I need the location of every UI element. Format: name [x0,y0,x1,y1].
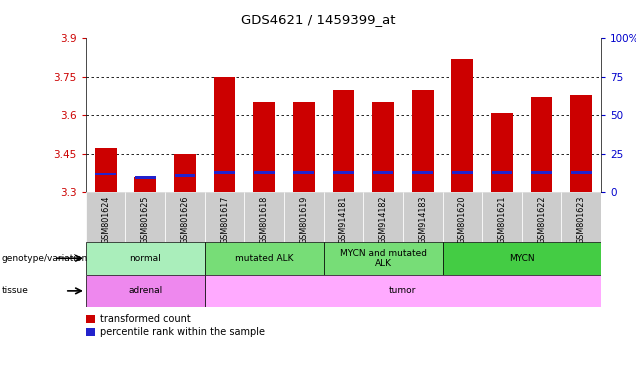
Text: percentile rank within the sample: percentile rank within the sample [100,327,265,337]
Text: transformed count: transformed count [100,314,191,324]
Bar [86,242,205,275]
Text: GSM914181: GSM914181 [339,196,348,244]
Text: MYCN and mutated
ALK: MYCN and mutated ALK [340,248,427,268]
Bar [570,95,592,192]
Bar [411,89,434,192]
Text: GSM801619: GSM801619 [300,196,308,244]
Bar [452,171,473,174]
Bar [284,192,324,242]
Text: GSM801623: GSM801623 [577,196,586,244]
Text: GSM801617: GSM801617 [220,196,229,244]
Bar [165,192,205,242]
Text: GSM801626: GSM801626 [181,196,190,244]
Bar [205,275,601,307]
Bar [205,192,244,242]
Bar [205,242,324,275]
Bar [214,171,235,174]
Bar [333,171,354,174]
Bar [95,149,116,192]
Bar [244,192,284,242]
Bar [562,192,601,242]
Bar [214,77,235,192]
Bar [491,113,513,192]
Text: adrenal: adrenal [128,286,162,295]
Text: genotype/variation: genotype/variation [1,254,88,263]
Bar [492,171,513,174]
Bar [86,192,125,242]
Text: GSM801622: GSM801622 [537,196,546,245]
Text: GDS4621 / 1459399_at: GDS4621 / 1459399_at [241,13,395,26]
Bar [86,275,205,307]
Bar [403,192,443,242]
Bar [452,59,473,192]
Text: GSM801625: GSM801625 [141,196,150,245]
Text: tissue: tissue [1,286,28,295]
Bar [482,192,522,242]
Bar [571,171,591,174]
Bar [443,242,601,275]
Bar [174,174,195,177]
Bar [95,173,116,175]
Text: mutated ALK: mutated ALK [235,254,293,263]
Bar [372,103,394,192]
Text: GSM914183: GSM914183 [418,196,427,244]
Bar [174,154,196,192]
Bar [134,177,156,192]
Text: GSM801624: GSM801624 [101,196,110,244]
Bar [531,171,552,174]
Text: GSM914182: GSM914182 [378,196,387,245]
Bar [530,97,553,192]
Bar [522,192,562,242]
Bar [324,192,363,242]
Text: GSM801620: GSM801620 [458,196,467,244]
Bar [443,192,482,242]
Bar [363,192,403,242]
Bar [324,242,443,275]
Bar [373,171,394,174]
Text: normal: normal [130,254,161,263]
Text: GSM801621: GSM801621 [497,196,506,244]
Bar [253,103,275,192]
Bar [293,103,315,192]
Text: tumor: tumor [389,286,417,295]
Bar [254,171,275,174]
Bar [293,171,314,174]
Text: MYCN: MYCN [509,254,535,263]
Text: GSM801618: GSM801618 [259,196,268,244]
Bar [412,171,433,174]
Bar [125,192,165,242]
Bar [135,176,156,179]
Bar [333,89,354,192]
